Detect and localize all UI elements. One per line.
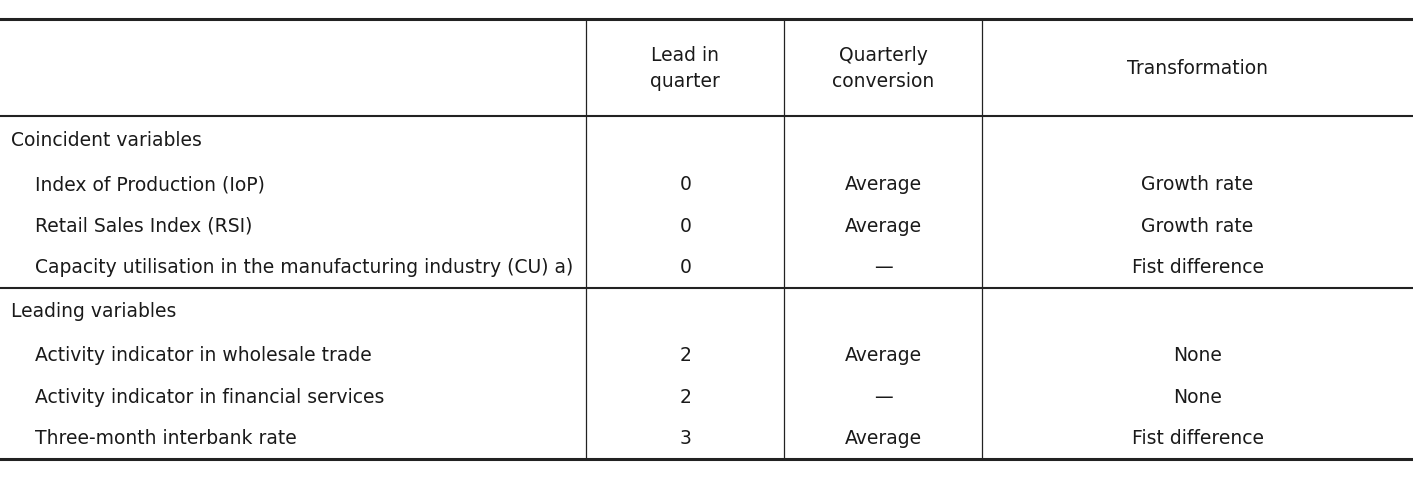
Text: 0: 0 (680, 216, 691, 235)
Text: None: None (1173, 346, 1222, 365)
Text: Transformation: Transformation (1128, 59, 1267, 78)
Text: Activity indicator in wholesale trade: Activity indicator in wholesale trade (11, 346, 372, 365)
Text: Leading variables: Leading variables (11, 302, 177, 321)
Text: Average: Average (845, 346, 921, 365)
Text: None: None (1173, 387, 1222, 406)
Text: Three-month interbank rate: Three-month interbank rate (11, 428, 297, 447)
Text: Lead in
quarter: Lead in quarter (650, 45, 721, 91)
Text: —: — (873, 387, 893, 406)
Text: Quarterly
conversion: Quarterly conversion (832, 45, 934, 91)
Text: Retail Sales Index (RSI): Retail Sales Index (RSI) (11, 216, 253, 235)
Text: Growth rate: Growth rate (1142, 216, 1253, 235)
Text: Average: Average (845, 216, 921, 235)
Text: Activity indicator in financial services: Activity indicator in financial services (11, 387, 384, 406)
Text: Fist difference: Fist difference (1132, 428, 1263, 447)
Text: 3: 3 (680, 428, 691, 447)
Text: Average: Average (845, 175, 921, 194)
Text: Coincident variables: Coincident variables (11, 131, 202, 150)
Text: Growth rate: Growth rate (1142, 175, 1253, 194)
Text: —: — (873, 258, 893, 277)
Text: 2: 2 (680, 387, 691, 406)
Text: 2: 2 (680, 346, 691, 365)
Text: 0: 0 (680, 258, 691, 277)
Text: Capacity utilisation in the manufacturing industry (CU) a): Capacity utilisation in the manufacturin… (11, 258, 574, 277)
Text: Index of Production (IoP): Index of Production (IoP) (11, 175, 266, 194)
Text: Average: Average (845, 428, 921, 447)
Text: Fist difference: Fist difference (1132, 258, 1263, 277)
Text: 0: 0 (680, 175, 691, 194)
